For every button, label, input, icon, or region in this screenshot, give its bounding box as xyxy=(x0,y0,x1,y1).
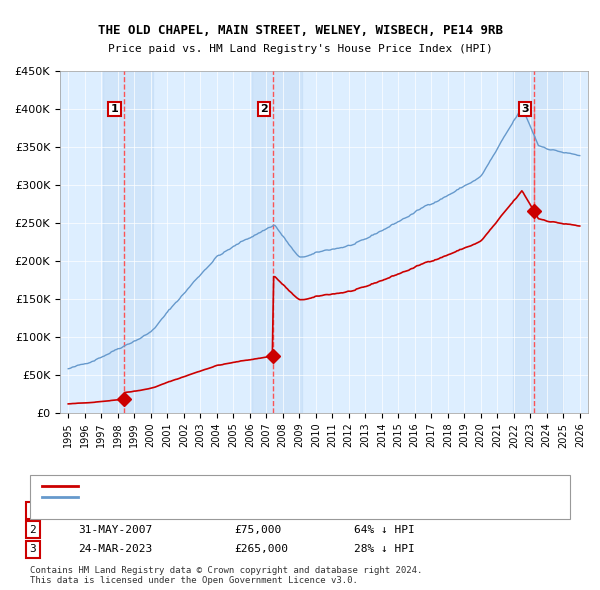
Bar xyxy=(103,71,153,413)
Text: 28% ↓ HPI: 28% ↓ HPI xyxy=(354,545,415,554)
Text: £265,000: £265,000 xyxy=(234,545,288,554)
Text: 3: 3 xyxy=(29,545,37,554)
Text: HPI: Average price, detached house, King's Lynn and West Norfolk: HPI: Average price, detached house, King… xyxy=(84,494,428,504)
Text: 31-MAY-2007: 31-MAY-2007 xyxy=(78,525,152,535)
Text: £75,000: £75,000 xyxy=(234,525,281,535)
Text: This data is licensed under the Open Government Licence v3.0.: This data is licensed under the Open Gov… xyxy=(30,576,358,585)
Text: 24-MAR-2023: 24-MAR-2023 xyxy=(78,545,152,554)
Text: 15-MAY-1998: 15-MAY-1998 xyxy=(78,506,152,515)
Text: 2: 2 xyxy=(260,104,268,114)
Text: 1: 1 xyxy=(29,506,37,515)
Text: 1: 1 xyxy=(110,104,118,114)
Text: £18,000: £18,000 xyxy=(234,506,281,515)
Text: Contains HM Land Registry data © Crown copyright and database right 2024.: Contains HM Land Registry data © Crown c… xyxy=(30,566,422,575)
Text: 2: 2 xyxy=(29,525,37,535)
Bar xyxy=(514,71,563,413)
Text: THE OLD CHAPEL, MAIN STREET, WELNEY, WISBECH, PE14 9RB: THE OLD CHAPEL, MAIN STREET, WELNEY, WIS… xyxy=(97,24,503,37)
Text: Price paid vs. HM Land Registry's House Price Index (HPI): Price paid vs. HM Land Registry's House … xyxy=(107,44,493,54)
Text: 64% ↓ HPI: 64% ↓ HPI xyxy=(354,525,415,535)
Bar xyxy=(253,71,302,413)
Text: 75% ↓ HPI: 75% ↓ HPI xyxy=(354,506,415,515)
Text: 3: 3 xyxy=(521,104,529,114)
Text: THE OLD CHAPEL, MAIN STREET, WELNEY, WISBECH, PE14 9RB (detached house): THE OLD CHAPEL, MAIN STREET, WELNEY, WIS… xyxy=(84,483,466,492)
